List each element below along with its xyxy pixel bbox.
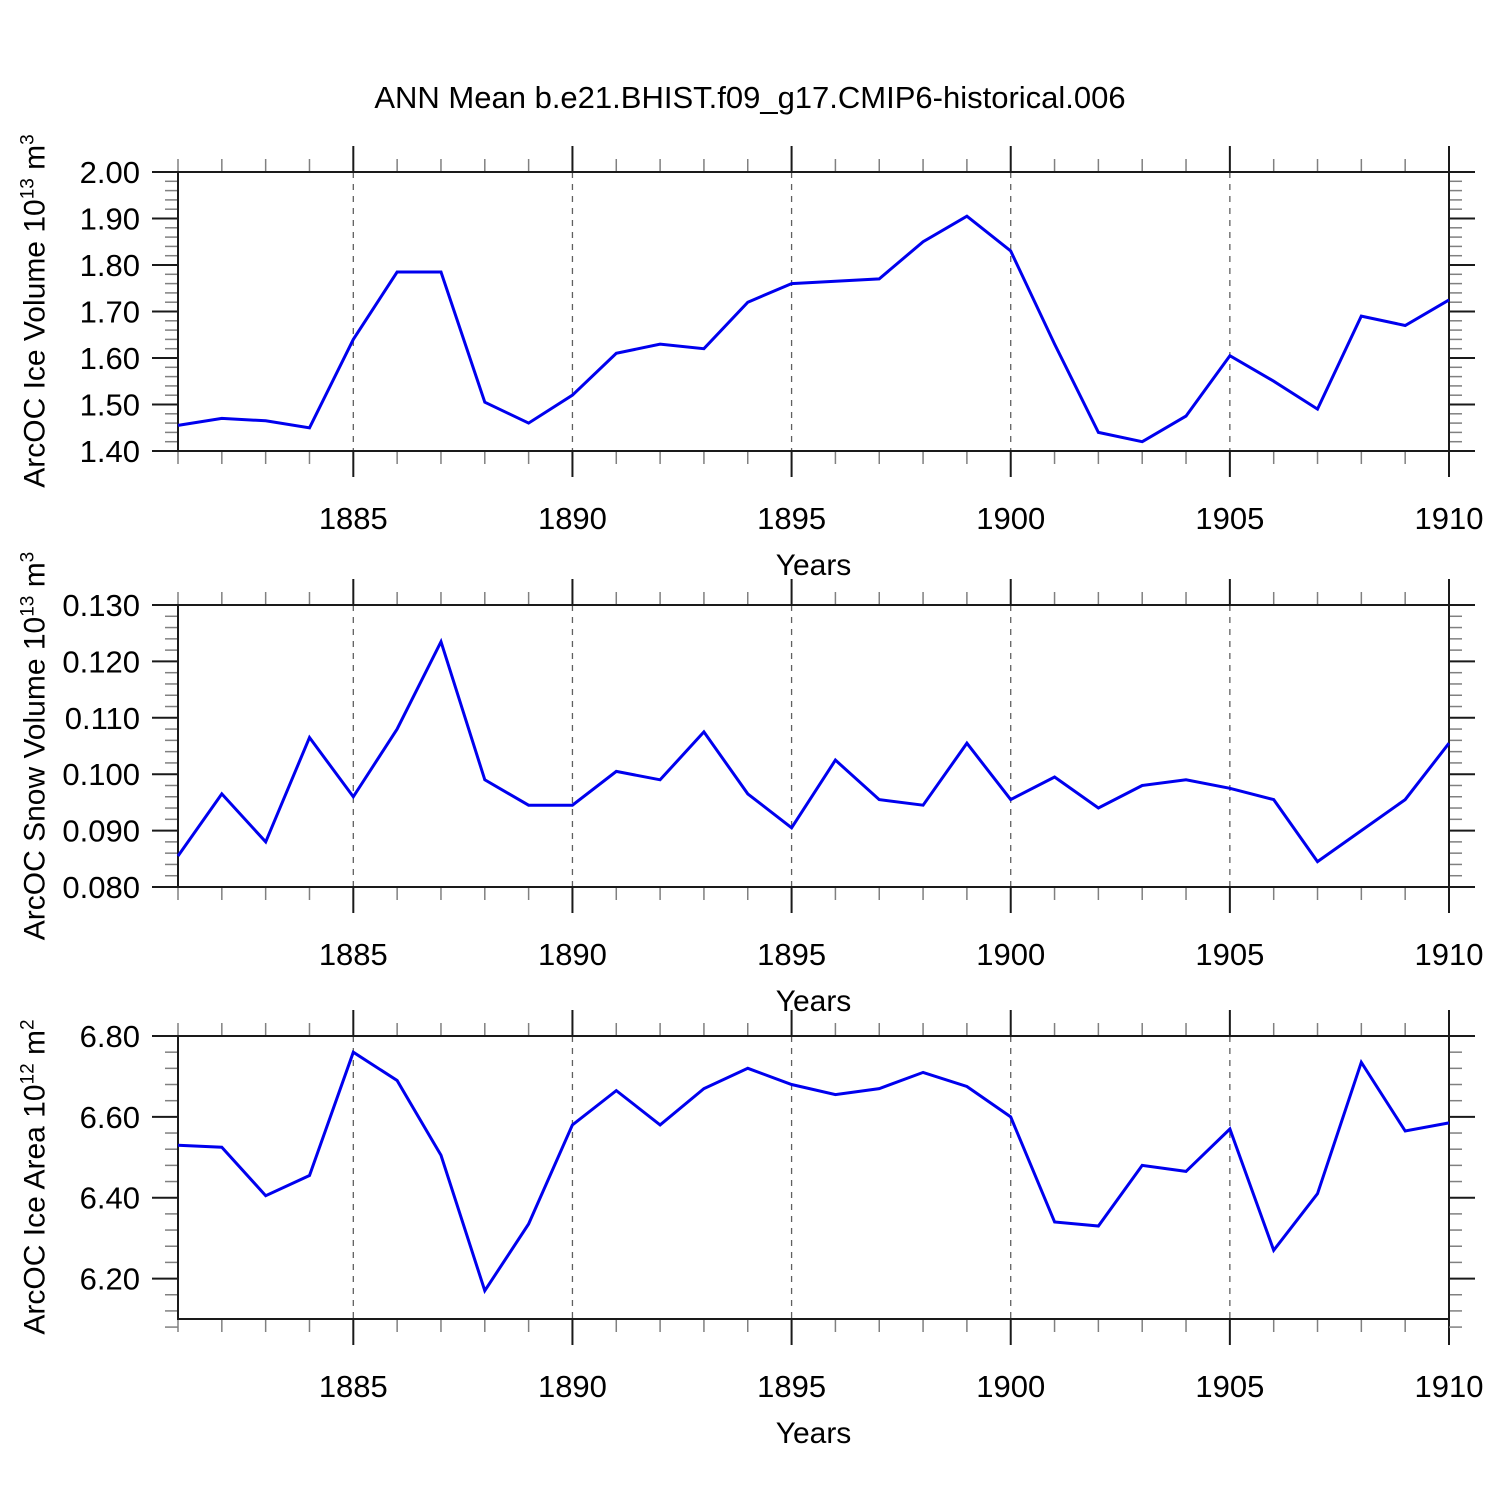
y-axis-title-text: ArcOC Ice Volume 10	[18, 199, 52, 488]
plot-frame	[177, 604, 1450, 888]
exponent: 13	[17, 595, 39, 617]
y-tick-label: 1.60	[80, 341, 140, 376]
y-axis-title-ice-volume: ArcOC Ice Volume 1013 m3	[18, 134, 53, 488]
y-tick-label: 0.090	[62, 814, 140, 849]
x-tick-label: 1900	[976, 937, 1045, 972]
ticks	[152, 146, 1475, 477]
y-tick-label: 0.100	[62, 757, 140, 792]
y-tick-label: 1.80	[80, 248, 140, 283]
exponent: 3	[17, 134, 39, 145]
y-tick-labels: 0.130 0.120 0.110 0.100 0.090 0.080	[62, 588, 140, 905]
exponent: 13	[17, 178, 39, 200]
gridlines	[352, 605, 1231, 887]
figure-title: ANN Mean b.e21.BHIST.f09_g17.CMIP6-histo…	[374, 80, 1126, 115]
y-tick-labels: 2.00 1.90 1.80 1.70 1.60 1.50 1.40	[80, 155, 140, 469]
y-tick-label: 1.90	[80, 202, 140, 237]
gridlines	[352, 1036, 1231, 1319]
ticks	[152, 1010, 1475, 1345]
ice-area-line	[177, 1049, 1450, 1295]
x-tick-label: 1910	[1415, 501, 1484, 536]
y-tick-label: 1.40	[80, 434, 140, 469]
y-tick-label: 6.20	[80, 1262, 140, 1297]
exponent: 3	[17, 551, 39, 563]
x-axis-title-years: Years	[775, 549, 852, 582]
x-axis-title-years: Years	[775, 1417, 852, 1450]
plot-frame	[177, 171, 1450, 452]
x-tick-labels: 1885 1890 1895 1900 1905 1910	[319, 937, 1484, 972]
x-tick-label: 1895	[757, 937, 826, 972]
unit: m	[18, 562, 52, 596]
y-axis-title-text: ArcOC Ice Area 10	[18, 1084, 52, 1335]
y-tick-label: 6.60	[80, 1100, 140, 1135]
y-tick-label: 0.120	[62, 644, 140, 679]
y-tick-label: 0.080	[62, 870, 140, 905]
y-axis-title-snow-volume: ArcOC Snow Volume 1013 m3	[18, 552, 53, 941]
gridlines	[352, 172, 1231, 451]
unit: m	[18, 144, 52, 179]
y-tick-label: 1.50	[80, 388, 140, 423]
x-tick-label: 1885	[319, 501, 388, 536]
y-axis-title-text: ArcOC Snow Volume 10	[18, 616, 52, 941]
x-tick-label: 1885	[319, 1369, 388, 1404]
y-tick-label: 2.00	[80, 155, 140, 190]
y-tick-label: 0.110	[65, 701, 140, 736]
y-tick-label: 6.40	[80, 1181, 140, 1216]
x-tick-label: 1890	[538, 501, 607, 536]
ice-volume-line	[177, 214, 1450, 444]
exponent: 12	[17, 1063, 39, 1085]
y-tick-label: 0.130	[62, 588, 140, 623]
snow-volume-line	[176, 637, 1451, 864]
plot-frame	[177, 1035, 1450, 1320]
y-tick-labels: 6.80 6.60 6.40 6.20	[80, 1019, 140, 1297]
ice-volume-panel: 2.00 1.90 1.80 1.70 1.60 1.50 1.40 1885 1890 1895…	[80, 146, 1484, 536]
x-tick-label: 1900	[976, 1369, 1045, 1404]
x-tick-label: 1885	[319, 937, 388, 972]
x-tick-label: 1910	[1415, 1369, 1484, 1404]
x-tick-label: 1900	[976, 501, 1045, 536]
y-tick-label: 1.70	[80, 295, 140, 330]
x-tick-label: 1910	[1415, 937, 1484, 972]
x-tick-label: 1890	[538, 937, 607, 972]
x-tick-label: 1905	[1195, 937, 1264, 972]
x-axis-title-years: Years	[775, 985, 852, 1018]
unit: m	[18, 1030, 52, 1064]
ticks	[152, 579, 1475, 913]
x-tick-label: 1895	[757, 501, 826, 536]
exponent: 2	[17, 1019, 39, 1030]
x-tick-label: 1890	[538, 1369, 607, 1404]
x-tick-labels: 1885 1890 1895 1900 1905 1910	[319, 1369, 1484, 1404]
y-tick-label: 6.80	[80, 1019, 140, 1054]
x-tick-label: 1905	[1195, 1369, 1264, 1404]
x-tick-labels: 1885 1890 1895 1900 1905 1910	[319, 501, 1484, 536]
y-axis-title-ice-area: ArcOC Ice Area 1012 m2	[18, 1019, 53, 1334]
ice-area-panel: 6.80 6.60 6.40 6.20 1885 1890 1895 1900 1905 1910	[80, 1010, 1484, 1404]
x-tick-label: 1905	[1195, 501, 1264, 536]
x-tick-label: 1895	[757, 1369, 826, 1404]
